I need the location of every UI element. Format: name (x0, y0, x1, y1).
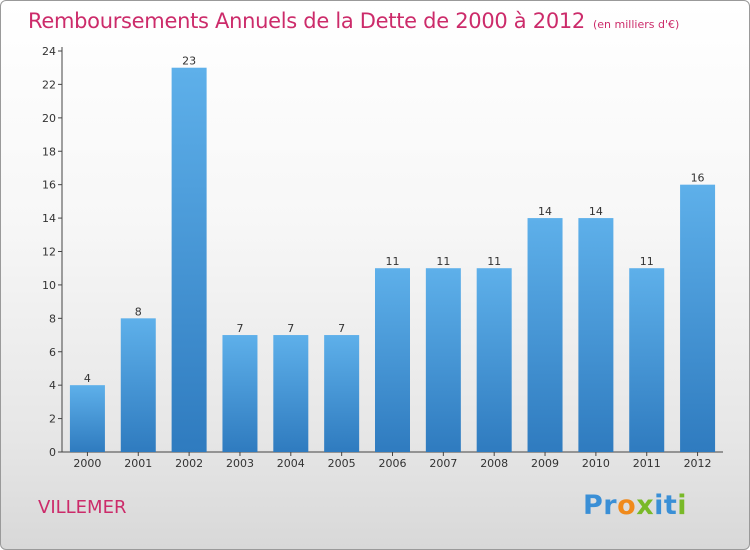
logo-letter: P (583, 490, 604, 521)
logo-letter: x (636, 490, 655, 521)
x-tick-label: 2005 (328, 457, 356, 470)
logo-letter: o (617, 490, 637, 521)
bar (680, 184, 716, 452)
proxiti-logo[interactable]: Proxiti (583, 490, 687, 521)
x-tick-label: 2002 (175, 457, 203, 470)
x-tick-label: 2011 (633, 457, 661, 470)
y-tick-label: 6 (49, 346, 56, 359)
bar-value-label: 8 (135, 305, 142, 318)
x-tick-label: 2012 (684, 457, 712, 470)
x-tick-label: 2008 (480, 457, 508, 470)
chart-title-text: Remboursements Annuels de la Dette de 20… (28, 9, 585, 33)
x-tick-label: 2000 (73, 457, 101, 470)
y-tick-label: 0 (49, 446, 56, 459)
bar (629, 268, 665, 452)
bar-value-label: 11 (640, 255, 654, 268)
bar-value-label: 11 (436, 255, 450, 268)
bar (120, 318, 156, 452)
bar-value-label: 11 (487, 255, 501, 268)
bar (171, 67, 207, 452)
chart-subtitle: (en milliers d'€) (593, 18, 680, 31)
bar (476, 268, 512, 452)
y-tick-label: 16 (42, 179, 56, 192)
bar (222, 335, 258, 452)
bar (425, 268, 461, 452)
x-tick-label: 2010 (582, 457, 610, 470)
bar-value-label: 7 (287, 322, 294, 335)
x-tick-label: 2003 (226, 457, 254, 470)
y-tick-label: 2 (49, 413, 56, 426)
bar (273, 335, 309, 452)
logo-letter: i (654, 490, 664, 521)
bar-value-label: 7 (236, 322, 243, 335)
logo-letter: i (677, 490, 688, 521)
bar (527, 218, 563, 452)
bar-value-label: 7 (338, 322, 345, 335)
y-tick-label: 12 (42, 246, 56, 259)
y-tick-label: 4 (49, 379, 56, 392)
x-tick-label: 2009 (531, 457, 559, 470)
y-tick-label: 14 (42, 212, 56, 225)
x-tick-label: 2001 (124, 457, 152, 470)
city-name: VILLEMER (38, 497, 127, 518)
y-tick-label: 24 (42, 45, 56, 58)
bar-value-label: 4 (84, 372, 91, 385)
logo-letter: t (663, 490, 678, 521)
bar (69, 385, 105, 452)
bar-value-label: 14 (538, 205, 552, 218)
x-tick-label: 2007 (429, 457, 457, 470)
y-tick-label: 22 (42, 78, 56, 91)
bar-value-label: 23 (182, 55, 196, 68)
bar (375, 268, 410, 452)
logo-letter: r (603, 490, 618, 521)
bar (578, 218, 614, 452)
y-tick-label: 10 (42, 279, 56, 292)
y-tick-label: 8 (49, 312, 56, 325)
x-tick-label: 2004 (277, 457, 305, 470)
bar (324, 335, 360, 452)
bar-value-label: 11 (386, 255, 400, 268)
y-tick-label: 20 (42, 112, 56, 125)
x-tick-label: 2006 (379, 457, 407, 470)
bar-value-label: 14 (589, 205, 603, 218)
bar-value-label: 16 (691, 172, 705, 185)
y-tick-label: 18 (42, 145, 56, 158)
chart-title: Remboursements Annuels de la Dette de 20… (28, 9, 679, 33)
